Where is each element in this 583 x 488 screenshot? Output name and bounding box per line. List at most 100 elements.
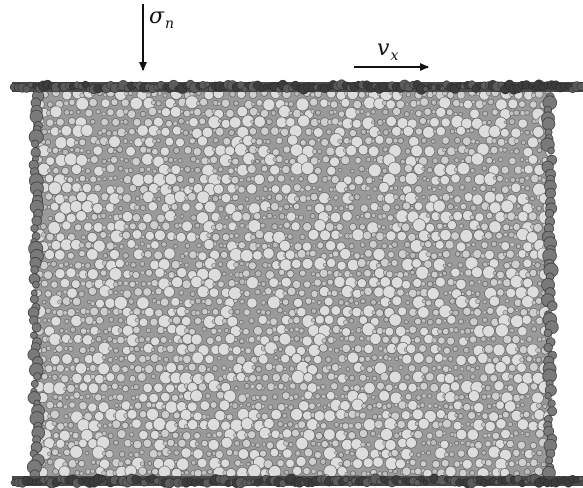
grain [171,276,183,289]
small-grain [293,196,300,202]
grain [248,261,257,270]
grain [138,466,147,476]
grain [301,258,314,270]
small-grain [256,112,261,116]
small-grain [41,347,47,353]
grain [71,182,82,193]
grain [122,211,134,223]
grain [75,97,89,111]
grain [319,229,331,242]
grain [522,410,530,418]
grain [388,144,402,158]
grain [115,258,125,269]
wall-particle [418,475,425,483]
grain [144,307,155,318]
grain [42,300,47,305]
grain [343,175,353,185]
grain [469,470,475,476]
grain [326,278,334,286]
small-grain [491,138,497,144]
grain [242,328,250,336]
small-grain [80,167,85,172]
grain [339,393,346,400]
grain [457,374,464,381]
small-grain [431,109,437,115]
grain [158,258,171,271]
small-grain [284,327,289,333]
grain [474,291,481,297]
grain [369,332,382,345]
grain [526,336,533,343]
small-grain [344,375,349,380]
grain [224,333,236,345]
grain [380,428,393,441]
grain [170,106,182,118]
grain [320,440,329,448]
grain [347,204,355,211]
small-grain [436,364,442,370]
grain [527,211,538,221]
grain [183,146,192,155]
grain [61,182,73,194]
grain [439,175,450,186]
grain [204,393,211,399]
grain [118,355,125,362]
grain [409,458,417,466]
grain [215,430,223,438]
grain [467,148,476,156]
grain [217,166,224,173]
small-grain [101,128,107,134]
small-grain [454,147,458,152]
grain [239,320,244,325]
small-grain [405,102,410,107]
grain [482,299,488,305]
small-grain [262,442,267,447]
grain [129,97,143,110]
grain [472,249,482,259]
grain [140,281,147,287]
grain [219,243,224,248]
grain [348,334,356,343]
small-grain [503,120,508,124]
grain [370,299,377,306]
small-grain [107,289,114,295]
small-grain [388,468,393,474]
grain [51,448,59,456]
edge-particle [31,215,42,226]
grain [40,279,49,288]
grain [261,412,269,421]
grain [247,164,257,174]
grain [128,128,136,136]
grain [271,373,281,382]
edge-particle [545,187,556,199]
grain [116,393,124,402]
small-grain [96,176,102,182]
small-grain [206,309,211,314]
wall-particle [578,475,583,482]
grain [378,346,384,352]
grain [441,136,450,145]
small-grain [233,337,238,342]
grain [461,249,471,259]
grain [121,421,129,429]
grain [110,156,118,164]
grain [524,431,531,438]
small-grain [436,346,442,352]
grain [78,290,85,298]
grain [396,420,406,429]
grain [56,422,65,431]
small-grain [239,328,244,333]
grain [246,176,252,183]
small-grain [508,373,514,380]
grain [365,156,372,163]
grain [508,363,517,372]
grain [363,418,376,432]
grain [453,365,459,371]
grain [355,446,369,461]
grain [225,109,235,118]
small-grain [140,235,145,240]
grain [298,214,304,221]
grain [265,310,271,316]
grain [201,326,207,332]
small-grain [201,470,207,476]
